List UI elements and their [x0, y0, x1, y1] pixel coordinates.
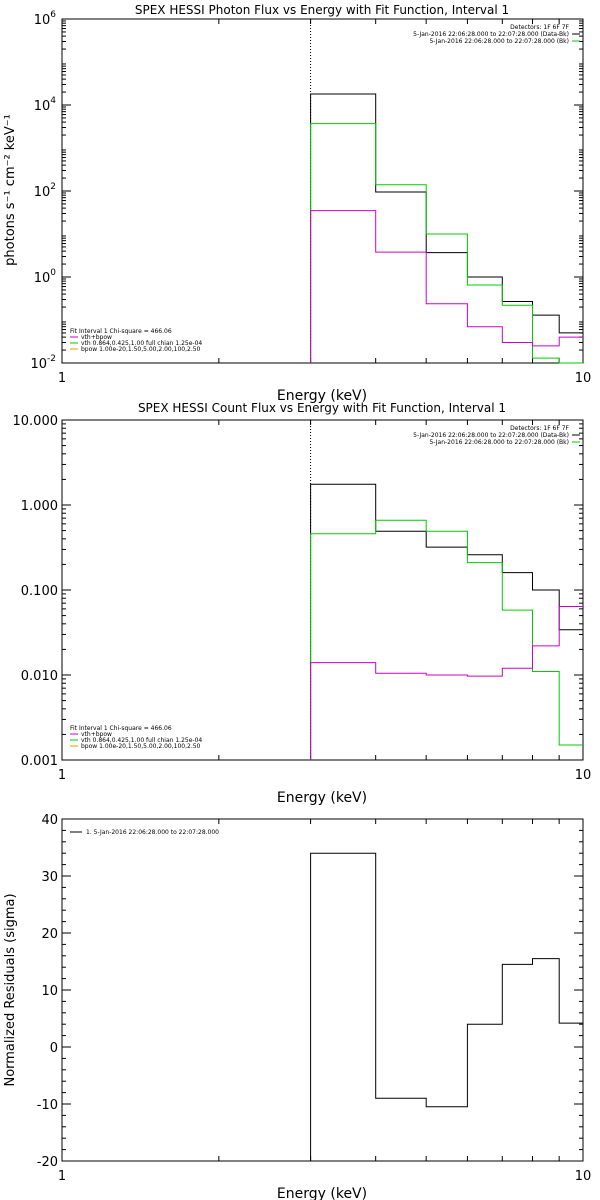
y-tick-label: 100	[34, 268, 57, 286]
x-tick-label: 1	[58, 1169, 66, 1184]
y-tick-label: 20	[41, 927, 58, 942]
legend-entry: Fit Interval 1 Chi-square = 466.06	[70, 328, 172, 335]
y-tick-label: 0.100	[21, 584, 58, 599]
y-tick-label: 10	[41, 984, 58, 999]
residuals-panel: -20 -10 0 10 20 30 40 1 10 1. 5-Jan-2016 22:06:28…	[3, 813, 591, 1200]
y-tick-label: 30	[41, 870, 58, 885]
y-tick-label: 1.000	[21, 499, 58, 514]
series-line	[310, 210, 583, 363]
panel3-xlabel: Energy (keV)	[277, 1186, 367, 1200]
panel1-ylabel: photons s⁻¹ cm⁻² keV⁻¹	[3, 114, 18, 266]
info-line: 5-Jan-2016 22:06:28.000 to 22:07:28.000 …	[413, 31, 569, 38]
y-tick-label: 102	[34, 182, 56, 200]
y-tick-label: 40	[41, 813, 58, 828]
panel3-ylabel: Normalized Residuals (sigma)	[3, 893, 18, 1086]
panel1-xlabel: Energy (keV)	[277, 388, 367, 404]
info-line: Detectors: 1F 6F 7F	[510, 425, 569, 432]
panel2-xlabel: Energy (keV)	[277, 790, 367, 806]
legend-entry: vth 0.864,0.425,1.00 full chian 1.25e-04	[81, 737, 202, 744]
legend-entry: bpow 1.00e-20,1.50,5.00,2.00,100,2.50	[81, 743, 201, 750]
info-line: 5-Jan-2016 22:06:28.000 to 22:07:28.000 …	[413, 432, 569, 439]
panel2-title: SPEX HESSI Count Flux vs Energy with Fit…	[138, 401, 506, 415]
x-tick-label: 10	[575, 768, 592, 783]
panel3-marks: -20 -10 0 10 20 30 40 1 10 1. 5-Jan-2016 22:06:28…	[37, 813, 592, 1184]
series-line	[310, 852, 583, 1161]
info-line: 5-Jan-2016 22:06:28.000 to 22:07:28.000 …	[429, 38, 569, 45]
y-tick-label: 10.000	[13, 414, 59, 429]
y-tick-label: 104	[34, 96, 57, 114]
legend-entry: vth+bpow	[81, 334, 112, 341]
y-tick-label: 106	[34, 10, 57, 28]
info-line: 5-Jan-2016 22:06:28.000 to 22:07:28.000 …	[429, 439, 569, 446]
x-tick-label: 1	[58, 371, 66, 386]
x-tick-label: 10	[575, 1169, 592, 1184]
x-tick-label: 1	[58, 768, 66, 783]
y-tick-label: -10	[37, 1098, 58, 1113]
y-tick-label: 0	[50, 1041, 58, 1056]
x-tick-label: 10	[575, 371, 592, 386]
count-flux-panel: SPEX HESSI Count Flux vs Energy with Fit…	[13, 401, 592, 806]
photon-flux-panel: SPEX HESSI Photon Flux vs Energy with Fi…	[3, 3, 591, 404]
y-tick-label: -20	[37, 1155, 58, 1170]
legend-entry: bpow 1.00e-20,1.50,5.00,2.00,100,2.50	[81, 346, 201, 353]
legend-entry: Fit Interval 1 Chi-square = 466.06	[70, 725, 172, 732]
y-tick-label: 10-2	[30, 354, 56, 372]
y-tick-label: 0.010	[21, 669, 58, 684]
y-tick-label: 0.001	[21, 754, 58, 769]
legend-entry: vth+bpow	[81, 731, 112, 738]
legend-entry: 1. 5-Jan-2016 22:06:28.000 to 22:07:28.0…	[86, 829, 219, 836]
panel2-marks: 0.001 0.010 0.100 1.000 10.000 1 10 Detectors: …	[13, 414, 592, 783]
panel1-title: SPEX HESSI Photon Flux vs Energy with Fi…	[135, 3, 509, 17]
info-line: Detectors: 1F 6F 7F	[510, 24, 569, 31]
series-line	[310, 123, 583, 364]
legend-entry: vth 0.864,0.425,1.00 full chian 1.25e-04	[81, 340, 202, 347]
series-line	[310, 519, 583, 760]
series-line	[310, 606, 583, 760]
